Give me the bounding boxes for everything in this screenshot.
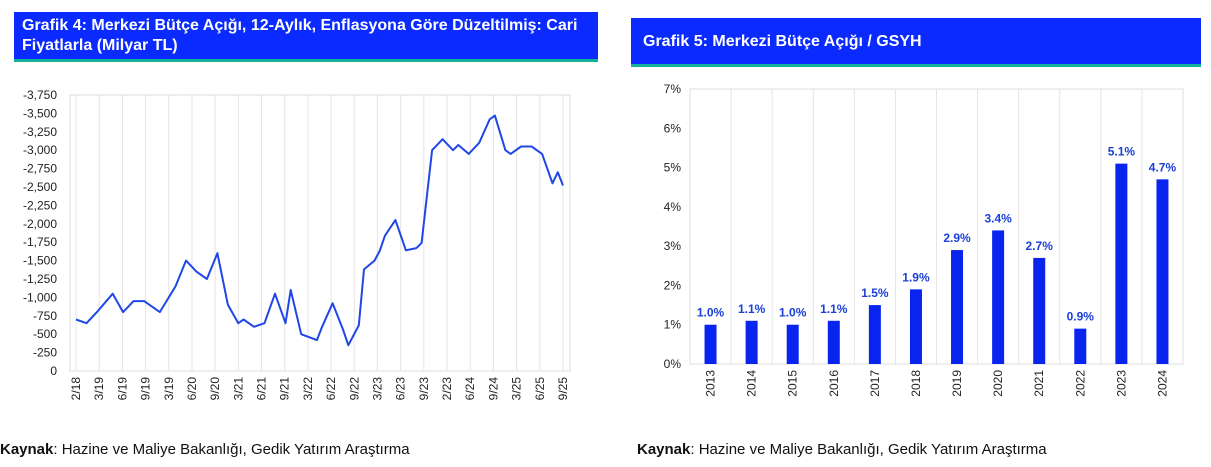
chart4-x-tick-label: 9/23 bbox=[417, 377, 431, 401]
chart5-bar bbox=[704, 324, 717, 364]
chart5-bar bbox=[909, 289, 922, 364]
chart4-title: Grafik 4: Merkezi Bütçe Açığı, 12-Aylık,… bbox=[14, 12, 598, 62]
chart4-y-tick-label: -3,250 bbox=[23, 125, 57, 139]
source-text: : Hazine ve Maliye Bakanlığı, Gedik Yatı… bbox=[690, 441, 1047, 458]
chart4-x-tick-label: 9/20 bbox=[208, 377, 222, 401]
chart4-x-tick-label: 6/23 bbox=[394, 377, 408, 401]
chart4-x-tick-label: 2/23 bbox=[440, 377, 454, 401]
chart5-data-label: 1.1% bbox=[738, 302, 766, 316]
chart5-bar bbox=[786, 324, 799, 364]
chart5-x-tick-label: 2021 bbox=[1032, 370, 1046, 397]
chart4-y-tick-label: -2,000 bbox=[23, 217, 57, 231]
chart5-data-label: 2.9% bbox=[943, 231, 971, 245]
chart5-data-label: 4.7% bbox=[1149, 160, 1177, 174]
chart4-y-tick-label: -3,750 bbox=[23, 88, 57, 102]
chart4-x-tick-label: 3/25 bbox=[510, 377, 524, 401]
chart4-x-tick-label: 2/18 bbox=[69, 377, 83, 401]
chart5-bar bbox=[868, 305, 881, 364]
chart4-x-tick-label: 9/25 bbox=[556, 377, 570, 401]
chart5-y-tick-label: 5% bbox=[664, 161, 682, 175]
chart5-bar bbox=[1115, 163, 1128, 364]
chart4-y-tick-label: -1,750 bbox=[23, 235, 57, 249]
chart5-bar bbox=[951, 250, 964, 364]
chart5-x-tick-label: 2023 bbox=[1114, 370, 1128, 397]
chart5-data-label: 2.7% bbox=[1026, 239, 1054, 253]
chart5-bar bbox=[1074, 328, 1087, 364]
chart5-x-tick-label: 2020 bbox=[991, 370, 1005, 397]
chart5-x-tick-label: 2014 bbox=[745, 370, 759, 397]
chart5-data-label: 1.0% bbox=[697, 306, 725, 320]
chart5-x-tick-label: 2019 bbox=[950, 370, 964, 397]
chart4-x-tick-label: 6/25 bbox=[533, 377, 547, 401]
source-text: : Hazine ve Maliye Bakanlığı, Gedik Yatı… bbox=[53, 441, 410, 458]
chart4-source: Kaynak: Hazine ve Maliye Bakanlığı, Gedi… bbox=[0, 441, 410, 458]
chart5-bar bbox=[992, 230, 1005, 364]
chart5-y-tick-label: 6% bbox=[664, 121, 682, 135]
chart4-x-tick-label: 3/19 bbox=[92, 377, 106, 401]
chart4-y-tick-label: -500 bbox=[33, 327, 57, 341]
chart5-x-tick-label: 2024 bbox=[1155, 370, 1169, 397]
chart5-x-tick-label: 2022 bbox=[1073, 370, 1087, 397]
chart4-x-tick-label: 6/20 bbox=[185, 377, 199, 401]
source-prefix: Kaynak bbox=[0, 441, 54, 458]
chart5-data-label: 1.0% bbox=[779, 306, 807, 320]
chart5-data-label: 0.9% bbox=[1067, 310, 1095, 324]
chart5-y-tick-label: 1% bbox=[664, 318, 682, 332]
chart5-bar bbox=[1033, 257, 1046, 364]
chart5-y-tick-label: 0% bbox=[664, 357, 682, 371]
chart5-bar bbox=[1156, 179, 1169, 364]
chart5-x-tick-label: 2013 bbox=[704, 370, 718, 397]
chart4-x-tick-label: 9/21 bbox=[278, 377, 292, 401]
chart5-x-tick-label: 2018 bbox=[909, 370, 923, 397]
chart5-x-tick-label: 2017 bbox=[868, 370, 882, 397]
chart5-y-tick-label: 4% bbox=[664, 200, 682, 214]
chart5-x-tick-label: 2015 bbox=[786, 370, 800, 397]
chart4-plot-area bbox=[69, 94, 571, 372]
chart4-x-tick-label: 9/24 bbox=[486, 377, 500, 401]
chart4-x-tick-label: 3/19 bbox=[162, 377, 176, 401]
chart5-data-label: 5.1% bbox=[1108, 145, 1136, 159]
chart4-x-tick-label: 6/21 bbox=[255, 377, 269, 401]
chart5-bar bbox=[827, 320, 840, 364]
chart4-x-tick-label: 6/24 bbox=[463, 377, 477, 401]
chart5-data-label: 1.5% bbox=[861, 286, 889, 300]
chart5-data-label: 3.4% bbox=[984, 211, 1012, 225]
chart5-data-label: 1.1% bbox=[820, 302, 848, 316]
chart5-y-tick-label: 3% bbox=[664, 239, 682, 253]
chart5-bar bbox=[745, 320, 758, 364]
chart4-x-tick-label: 9/19 bbox=[139, 377, 153, 401]
chart5-source: Kaynak: Hazine ve Maliye Bakanlığı, Gedi… bbox=[637, 441, 1047, 458]
chart4-y-tick-label: -2,250 bbox=[23, 198, 57, 212]
chart4-x-tick-label: 3/21 bbox=[231, 377, 245, 401]
chart4-x-tick-label: 6/22 bbox=[324, 377, 338, 401]
chart4-x-tick-label: 3/23 bbox=[370, 377, 384, 401]
chart4-y-tick-label: 0 bbox=[50, 364, 57, 378]
chart4-x-tick-label: 6/19 bbox=[115, 377, 129, 401]
chart4-series-line bbox=[75, 114, 564, 347]
chart4-y-tick-label: -3,000 bbox=[23, 143, 57, 157]
chart5-y-tick-label: 7% bbox=[664, 82, 682, 96]
chart4-y-tick-label: -2,750 bbox=[23, 162, 57, 176]
chart4-y-tick-label: -3,500 bbox=[23, 106, 57, 120]
chart4-x-tick-label: 9/22 bbox=[347, 377, 361, 401]
chart4-y-tick-label: -2,500 bbox=[23, 180, 57, 194]
chart5-x-tick-label: 2016 bbox=[827, 370, 841, 397]
chart4-y-tick-label: -1,000 bbox=[23, 290, 57, 304]
chart4-y-tick-label: -750 bbox=[33, 309, 57, 323]
chart5-y-tick-label: 2% bbox=[664, 278, 682, 292]
chart5-title: Grafik 5: Merkezi Bütçe Açığı / GSYH bbox=[631, 18, 1201, 67]
chart4-y-tick-label: -1,250 bbox=[23, 272, 57, 286]
chart5-data-label: 1.9% bbox=[902, 270, 930, 284]
source-prefix: Kaynak bbox=[637, 441, 691, 458]
chart4-x-tick-label: 3/22 bbox=[301, 377, 315, 401]
chart4-y-tick-label: -250 bbox=[33, 346, 57, 360]
chart4-y-tick-label: -1,500 bbox=[23, 254, 57, 268]
